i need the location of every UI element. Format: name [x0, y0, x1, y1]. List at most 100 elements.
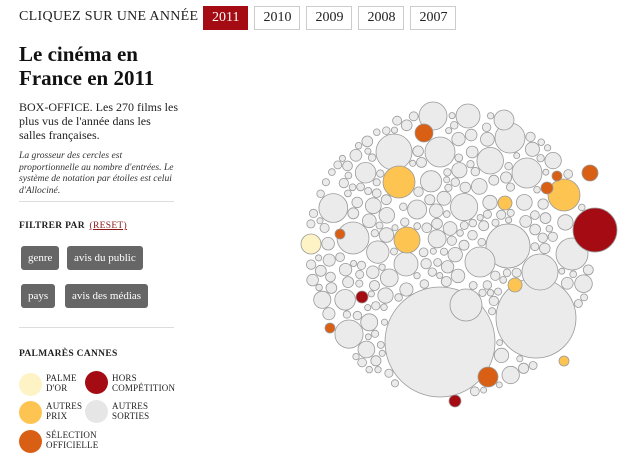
film-bubble[interactable] [530, 210, 540, 220]
film-bubble[interactable] [427, 229, 447, 249]
film-bubble[interactable] [551, 170, 563, 182]
film-bubble[interactable] [355, 279, 364, 288]
film-bubble[interactable] [558, 267, 566, 275]
film-bubble[interactable] [319, 222, 330, 233]
film-bubble[interactable] [369, 280, 380, 291]
film-bubble[interactable] [547, 231, 558, 242]
film-bubble[interactable] [356, 260, 367, 270]
tab-year-2010[interactable]: 2010 [254, 6, 301, 30]
film-bubble[interactable] [450, 193, 479, 222]
film-bubble[interactable] [451, 132, 466, 147]
film-bubble[interactable] [413, 272, 421, 280]
tab-year-2008[interactable]: 2008 [358, 6, 405, 30]
film-bubble[interactable] [305, 259, 317, 270]
film-bubble[interactable] [547, 178, 581, 212]
film-bubble[interactable] [382, 165, 416, 199]
film-bubble[interactable] [433, 258, 442, 267]
film-bubble[interactable] [427, 267, 437, 277]
film-bubble[interactable] [372, 178, 381, 187]
film-bubble[interactable] [333, 160, 343, 170]
film-bubble[interactable] [449, 288, 483, 322]
film-bubble[interactable] [440, 276, 452, 287]
film-bubble[interactable] [442, 210, 451, 218]
film-bubble[interactable] [321, 236, 335, 251]
film-bubble[interactable] [371, 329, 380, 338]
film-bubble[interactable] [421, 222, 433, 234]
film-bubble[interactable] [379, 268, 399, 288]
film-bubble[interactable] [342, 160, 353, 172]
film-bubble[interactable] [448, 112, 456, 120]
film-bubble[interactable] [316, 189, 325, 198]
film-bubble[interactable] [413, 186, 424, 197]
film-bubble[interactable] [494, 287, 503, 296]
film-bubble[interactable] [412, 145, 424, 157]
film-bubble[interactable] [349, 149, 363, 162]
film-bubble[interactable] [470, 166, 481, 177]
film-bubble[interactable] [476, 213, 484, 221]
film-bubble[interactable] [499, 276, 508, 284]
tab-year-2011[interactable]: 2011 [203, 6, 249, 30]
film-bubble[interactable] [300, 233, 322, 255]
film-bubble[interactable] [414, 123, 434, 143]
film-bubble[interactable] [390, 247, 398, 256]
film-bubble[interactable] [356, 182, 365, 192]
film-bubble[interactable] [569, 270, 577, 279]
film-bubble[interactable] [400, 119, 413, 132]
film-bubble[interactable] [459, 221, 469, 230]
tab-year-2009[interactable]: 2009 [306, 6, 353, 30]
film-bubble[interactable] [364, 147, 372, 155]
film-bubble[interactable] [524, 141, 540, 157]
film-bubble[interactable] [445, 127, 453, 135]
film-bubble[interactable] [350, 259, 358, 267]
film-bubble[interactable] [504, 161, 513, 171]
film-bubble[interactable] [450, 121, 459, 130]
film-bubble[interactable] [493, 347, 510, 363]
film-bubble[interactable] [543, 144, 552, 152]
film-bubble[interactable] [442, 221, 458, 236]
film-bubble[interactable] [429, 203, 444, 218]
film-bubble[interactable] [505, 216, 513, 224]
film-bubble[interactable] [537, 232, 548, 244]
film-bubble[interactable] [496, 209, 507, 220]
film-bubble[interactable] [376, 169, 385, 178]
film-bubble[interactable] [477, 237, 486, 247]
film-bubble[interactable] [364, 333, 372, 341]
film-bubble[interactable] [467, 229, 478, 241]
film-bubble[interactable] [374, 366, 382, 374]
film-bubble[interactable] [419, 279, 430, 289]
film-bubble[interactable] [490, 270, 501, 281]
film-bubble[interactable] [521, 253, 559, 291]
film-bubble[interactable] [488, 295, 499, 306]
film-bubble[interactable] [378, 349, 386, 357]
film-bubble[interactable] [391, 224, 399, 232]
film-bubble[interactable] [436, 190, 452, 206]
film-bubble[interactable] [334, 289, 356, 311]
filter-genre-button[interactable]: genre [21, 246, 60, 270]
reset-link[interactable]: (RESET) [89, 221, 128, 231]
film-bubble[interactable] [334, 228, 346, 240]
film-bubble[interactable] [377, 287, 394, 304]
film-bubble[interactable] [313, 290, 332, 309]
film-bubble[interactable] [530, 242, 540, 252]
film-bubble[interactable] [315, 254, 323, 262]
film-bubble[interactable] [525, 131, 536, 142]
film-bubble[interactable] [399, 202, 408, 211]
film-bubble[interactable] [394, 293, 403, 302]
film-bubble[interactable] [501, 365, 520, 385]
film-bubble[interactable] [380, 303, 388, 311]
film-bubble[interactable] [496, 339, 504, 347]
film-bubble[interactable] [528, 361, 538, 370]
film-bubble[interactable] [465, 128, 478, 142]
film-bubble[interactable] [451, 162, 468, 179]
film-bubble[interactable] [367, 290, 375, 298]
film-bubble[interactable] [354, 141, 363, 150]
film-bubble[interactable] [392, 115, 403, 126]
film-bubble[interactable] [355, 269, 365, 279]
film-bubble[interactable] [420, 258, 432, 270]
film-bubble[interactable] [478, 220, 490, 232]
film-bubble[interactable] [486, 112, 495, 120]
tab-year-2007[interactable]: 2007 [410, 6, 457, 30]
film-bubble[interactable] [418, 101, 448, 131]
film-bubble[interactable] [480, 386, 488, 394]
film-bubble[interactable] [480, 132, 495, 147]
